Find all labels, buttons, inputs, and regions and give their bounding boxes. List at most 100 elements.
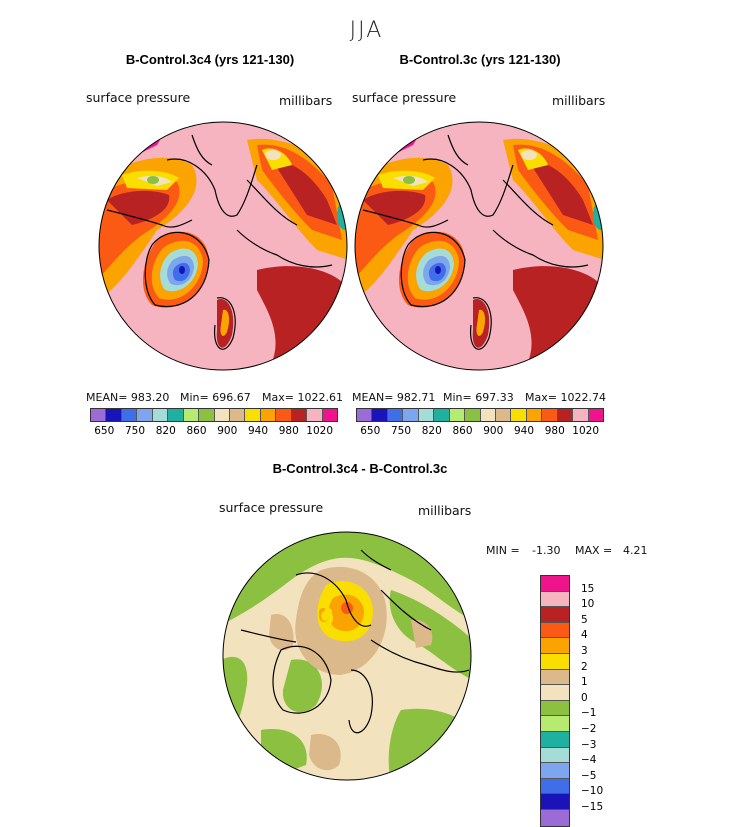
colorbar-swatch — [588, 409, 603, 421]
colorbar-tick-label: 2 — [581, 660, 588, 673]
colorbar-swatch — [137, 409, 153, 421]
colorbar-swatch — [229, 409, 246, 421]
colorbar-tick-label: 940 — [513, 425, 535, 437]
colorbar-tick-label: 860 — [186, 425, 207, 437]
colorbar-swatch — [403, 409, 419, 421]
colorbar-swatch — [541, 700, 569, 717]
colorbar-tick-label: 650 — [360, 425, 381, 437]
colorbar-tick-label: 1 — [581, 676, 588, 689]
colorbar-swatch — [291, 409, 308, 421]
panel1-units-label: millibars — [279, 93, 333, 108]
colorbar-swatch — [541, 731, 569, 748]
colorbar-swatch — [495, 409, 512, 421]
colorbar-tick-label: −2 — [581, 723, 597, 735]
colorbar-tick-label: 900 — [217, 425, 238, 437]
colorbar-swatch — [541, 576, 569, 592]
panel2-map — [354, 121, 604, 371]
colorbar-tick-label: −15 — [581, 801, 604, 813]
colorbar-swatch — [541, 763, 569, 779]
colorbar-swatch — [480, 409, 496, 421]
panel1-field-label: surface pressure — [86, 90, 191, 105]
colorbar-swatch — [449, 409, 466, 421]
colorbar-swatch — [91, 409, 107, 421]
colorbar-tick-label: 10 — [581, 598, 595, 611]
season-title: JJA — [349, 18, 384, 43]
colorbar-swatch — [276, 409, 292, 421]
colorbar-tick-label: 980 — [544, 425, 565, 437]
panel2-units-label: millibars — [552, 93, 606, 108]
panel3-map — [222, 531, 472, 781]
colorbar-tick-label: 1020 — [572, 425, 600, 437]
panel1-min: Min= 696.67 — [180, 391, 251, 404]
colorbar-tick-label: −4 — [581, 754, 597, 767]
colorbar-swatch — [121, 409, 138, 421]
panel1-map — [98, 121, 348, 371]
colorbar-tick-label: 15 — [581, 582, 595, 595]
colorbar-swatch — [511, 409, 527, 421]
colorbar-swatch — [260, 409, 277, 421]
colorbar-swatch — [526, 409, 543, 421]
panel2-colorbar — [356, 408, 604, 422]
colorbar-swatch — [307, 409, 323, 421]
colorbar-swatch — [434, 409, 450, 421]
colorbar-tick-label: −5 — [581, 769, 597, 782]
panel3-max-label: MAX = — [575, 544, 613, 557]
colorbar-tick-label: 820 — [421, 425, 442, 437]
colorbar-tick-label: 750 — [124, 425, 146, 437]
panel3-min-value: -1.30 — [532, 544, 561, 557]
colorbar-swatch — [541, 716, 569, 732]
panel2-max: Max= 1022.74 — [525, 391, 606, 404]
panel1-max: Max= 1022.61 — [262, 391, 343, 404]
colorbar-swatch — [357, 409, 373, 421]
panel2-field-label: surface pressure — [352, 90, 457, 105]
panel2-mean: MEAN= 982.71 — [352, 391, 436, 404]
diff-colorbar — [540, 575, 570, 827]
colorbar-swatch — [557, 409, 574, 421]
panel2-title: B-Control.3c (yrs 121-130) — [399, 52, 561, 67]
colorbar-tick-label: 1020 — [306, 425, 334, 437]
panel3-title: B-Control.3c4 - B-Control.3c — [272, 461, 448, 476]
colorbar-swatch — [387, 409, 404, 421]
colorbar-swatch — [541, 669, 569, 686]
colorbar-swatch — [541, 622, 569, 639]
colorbar-swatch — [573, 409, 589, 421]
panel1-mean: MEAN= 983.20 — [86, 391, 170, 404]
colorbar-swatch — [465, 409, 481, 421]
colorbar-swatch — [541, 778, 569, 795]
panel3-min-label: MIN = — [486, 544, 520, 557]
colorbar-tick-label: 650 — [94, 425, 115, 437]
colorbar-swatch — [106, 409, 122, 421]
colorbar-swatch — [372, 409, 388, 421]
colorbar-tick-label: 980 — [278, 425, 299, 437]
colorbar-swatch — [418, 409, 435, 421]
colorbar-swatch — [183, 409, 200, 421]
colorbar-swatch — [322, 409, 337, 421]
colorbar-swatch — [541, 653, 569, 670]
colorbar-swatch — [541, 591, 569, 608]
panel3-units-label: millibars — [418, 503, 472, 518]
colorbar-swatch — [214, 409, 230, 421]
panel1-colorbar — [90, 408, 338, 422]
colorbar-swatch — [245, 409, 261, 421]
colorbar-tick-label: 820 — [155, 425, 176, 437]
colorbar-tick-label: 860 — [452, 425, 473, 437]
colorbar-tick-label: −10 — [581, 785, 604, 798]
colorbar-swatch — [541, 685, 569, 701]
colorbar-tick-label: −3 — [581, 738, 597, 751]
colorbar-swatch — [541, 809, 569, 826]
colorbar-swatch — [541, 607, 569, 623]
colorbar-swatch — [199, 409, 215, 421]
panel3-field-label: surface pressure — [219, 500, 324, 515]
panel2-min: Min= 697.33 — [443, 391, 514, 404]
panel3-max-value: 4.21 — [623, 544, 648, 557]
colorbar-swatch — [542, 409, 558, 421]
colorbar-tick-label: 3 — [581, 645, 588, 657]
colorbar-tick-label: 0 — [581, 691, 588, 704]
colorbar-tick-label: 940 — [247, 425, 269, 437]
colorbar-tick-label: 900 — [483, 425, 504, 437]
colorbar-swatch — [152, 409, 169, 421]
colorbar-swatch — [168, 409, 184, 421]
panel1-title: B-Control.3c4 (yrs 121-130) — [125, 52, 295, 67]
colorbar-tick-label: 5 — [581, 613, 588, 626]
colorbar-swatch — [541, 794, 569, 810]
